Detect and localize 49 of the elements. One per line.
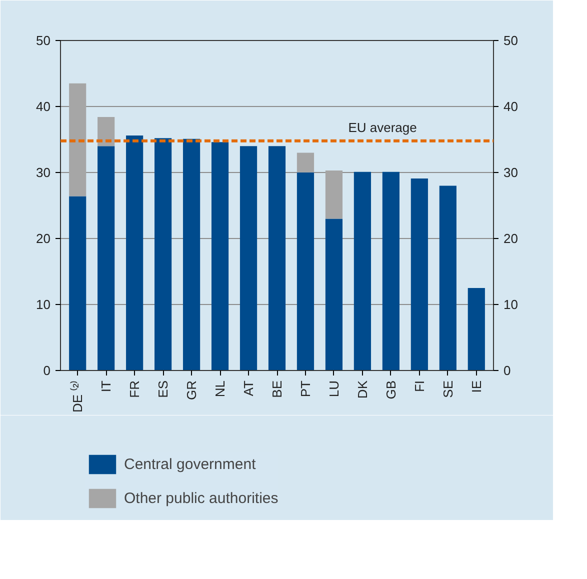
bar xyxy=(325,170,343,219)
x-tick-label: SE xyxy=(440,380,456,398)
bar xyxy=(69,196,86,370)
bar xyxy=(69,83,86,196)
y2-tick-label: 50 xyxy=(504,33,518,48)
bar xyxy=(154,138,172,370)
y-tick-label: 40 xyxy=(36,99,51,114)
bar xyxy=(354,172,372,370)
bar xyxy=(98,146,115,370)
bar xyxy=(410,178,428,370)
bar xyxy=(296,152,314,172)
x-tick-label: DK xyxy=(354,380,370,399)
x-tick-label: AT xyxy=(241,380,256,396)
x-tick-label: ES xyxy=(156,380,171,398)
bar xyxy=(211,142,229,370)
bar xyxy=(439,186,456,370)
y2-tick-label: 20 xyxy=(504,231,518,246)
y2-tick-label: 10 xyxy=(504,297,518,312)
x-tick-label: NL xyxy=(212,380,228,398)
bar xyxy=(126,136,144,370)
bar xyxy=(468,288,485,370)
x-tick-label: LU xyxy=(326,380,342,398)
y-tick-label: 30 xyxy=(36,165,51,180)
legend-label: Other public authorities xyxy=(124,490,278,506)
y-tick-label: 10 xyxy=(36,297,51,312)
x-tick-label: IE xyxy=(468,380,484,393)
x-tick-label: FI xyxy=(412,380,427,392)
ref-line-label: EU average xyxy=(348,120,417,135)
bar xyxy=(98,117,115,146)
y-tick-label: 20 xyxy=(36,231,51,246)
x-tick-label: PT xyxy=(298,380,313,398)
y2-tick-label: 0 xyxy=(504,363,511,378)
bar xyxy=(268,146,286,370)
x-tick-label: IT xyxy=(98,380,114,392)
y2-tick-label: 40 xyxy=(504,99,518,114)
y-tick-label: 0 xyxy=(43,363,51,378)
y-tick-label: 50 xyxy=(36,33,51,48)
x-tick-label: FR xyxy=(127,380,142,398)
bar xyxy=(296,172,314,370)
bar xyxy=(182,138,200,370)
legend-label: Central government xyxy=(124,456,256,472)
bar xyxy=(325,218,343,370)
x-tick-label: GR xyxy=(184,380,200,400)
bar xyxy=(240,146,258,370)
x-tick-label: BE xyxy=(270,380,284,398)
x-tick-label: DE ⁽²⁾ xyxy=(70,380,86,412)
x-tick-label: GB xyxy=(383,380,398,400)
y2-tick-label: 30 xyxy=(504,165,518,180)
bar xyxy=(382,172,400,370)
